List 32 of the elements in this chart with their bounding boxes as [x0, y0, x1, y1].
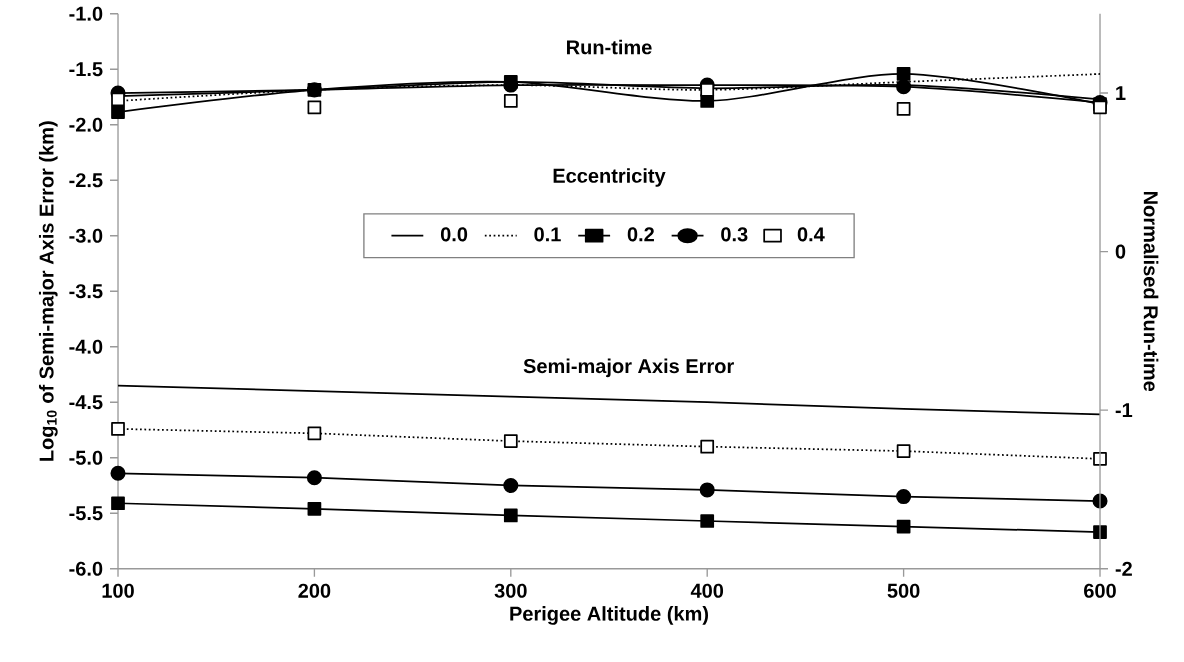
y-tick-label: -1.5: [69, 62, 103, 77]
legend-label: 0.1: [534, 227, 561, 242]
y-tick-label: -1.0: [69, 6, 103, 21]
y-tick-label: -4.0: [69, 339, 103, 354]
x-tick-label: 400: [690, 583, 724, 598]
legend-title: Eccentricity: [553, 168, 666, 187]
x-tick-label: 100: [102, 583, 134, 598]
x-axis-title: Perigee Altitude (km): [510, 606, 709, 625]
annotation: Semi-major Axis Error: [523, 358, 734, 378]
y-tick-label: -5.0: [69, 450, 103, 465]
x-tick-label: 500: [887, 583, 920, 598]
legend-label: 0.0: [440, 227, 468, 242]
x-tick-label: 300: [494, 583, 527, 598]
y-tick-label: -3.0: [69, 228, 103, 243]
y-tick-label: -5.5: [69, 506, 103, 521]
y2-tick-label: 1: [1116, 86, 1126, 101]
y-tick-label: -6.0: [69, 561, 103, 576]
x-tick-label: 200: [298, 583, 331, 598]
y2-axis-title: Normalised Run-time: [1143, 192, 1159, 392]
y2-tick-label: -1: [1115, 403, 1133, 418]
y-tick-label: -4.5: [69, 395, 103, 410]
legend-label: 0.3: [721, 227, 748, 242]
y-tick-label: -2.0: [69, 117, 103, 132]
legend-label: 0.4: [797, 227, 825, 242]
x-tick-label: 600: [1084, 583, 1116, 598]
annotation: Run-time: [567, 39, 652, 55]
y-axis-title: Log$_{10}$ of Semi-major Axis Error (km): [38, 121, 58, 461]
y-tick-label: -3.5: [69, 284, 103, 299]
y2-tick-label: 0: [1115, 244, 1126, 259]
legend-label: 0.2: [627, 227, 654, 242]
y-tick-label: -2.5: [69, 173, 103, 188]
y2-tick-label: -2: [1115, 561, 1132, 576]
